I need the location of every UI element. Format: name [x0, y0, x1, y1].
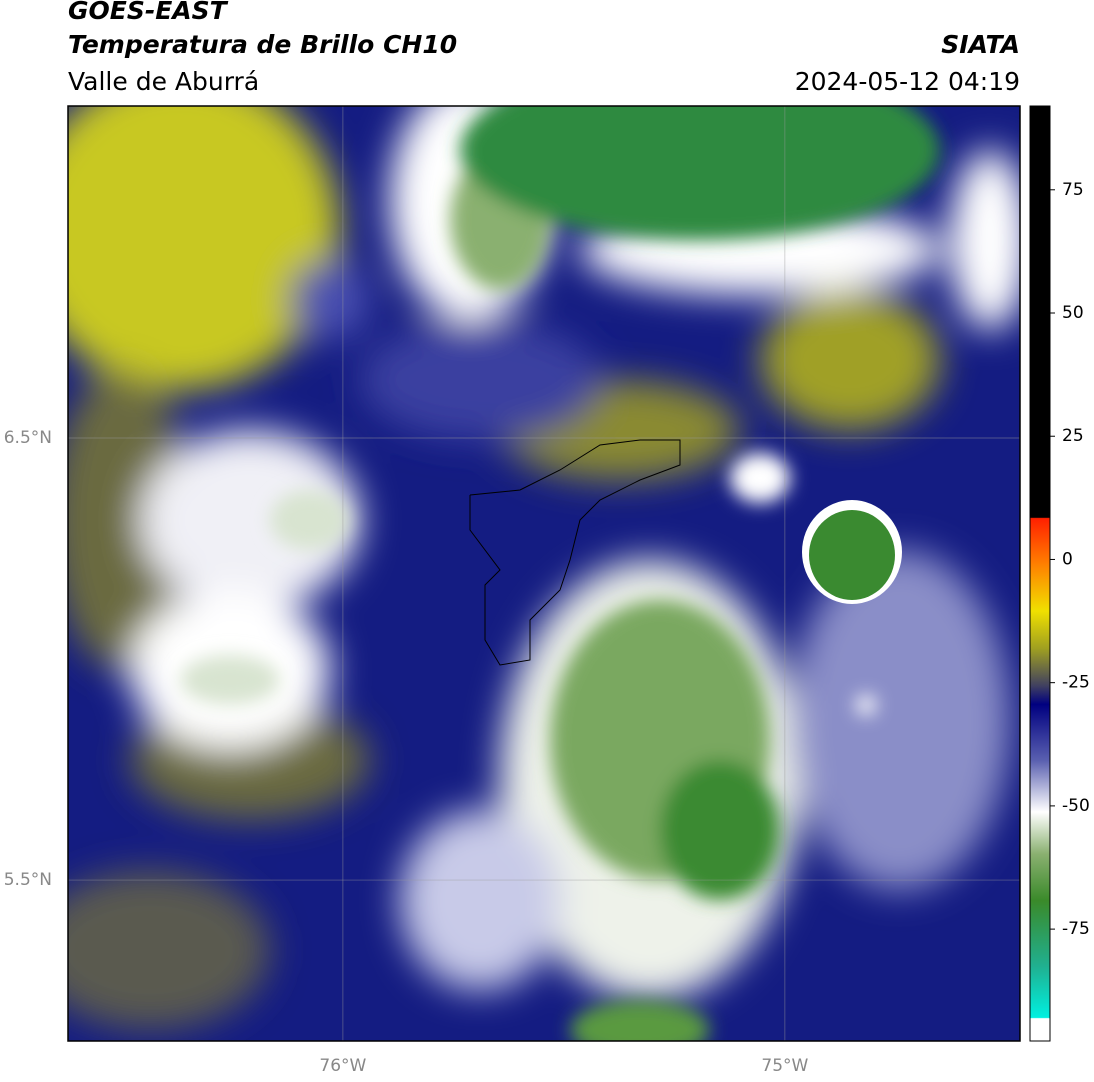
colorbar-label: 25 — [1062, 426, 1084, 446]
colorbar-label: 50 — [1062, 303, 1084, 323]
satellite-image — [68, 106, 1020, 1041]
colorbar-label: 75 — [1062, 180, 1084, 200]
colorbar-label: -50 — [1062, 796, 1090, 816]
colorbar — [1029, 105, 1051, 1042]
product: Temperatura de Brillo CH10 — [68, 30, 457, 59]
source: SIATA — [941, 30, 1020, 59]
valley-outline — [469, 439, 681, 666]
colorbar-label: -75 — [1062, 919, 1090, 939]
datetime: 2024-05-12 04:19 — [795, 67, 1020, 96]
colorbar-label: 0 — [1062, 549, 1073, 569]
colorbar-label: -25 — [1062, 673, 1090, 693]
lon-label: 75°W — [761, 1056, 808, 1076]
lon-label: 76°W — [319, 1056, 366, 1076]
region: Valle de Aburrá — [68, 67, 259, 96]
satellite: GOES-EAST — [68, 0, 229, 25]
map-frame — [67, 105, 1021, 1042]
graticule — [68, 106, 1020, 1041]
lat-label: 6.5°N — [4, 428, 52, 448]
lat-label: 5.5°N — [4, 870, 52, 890]
